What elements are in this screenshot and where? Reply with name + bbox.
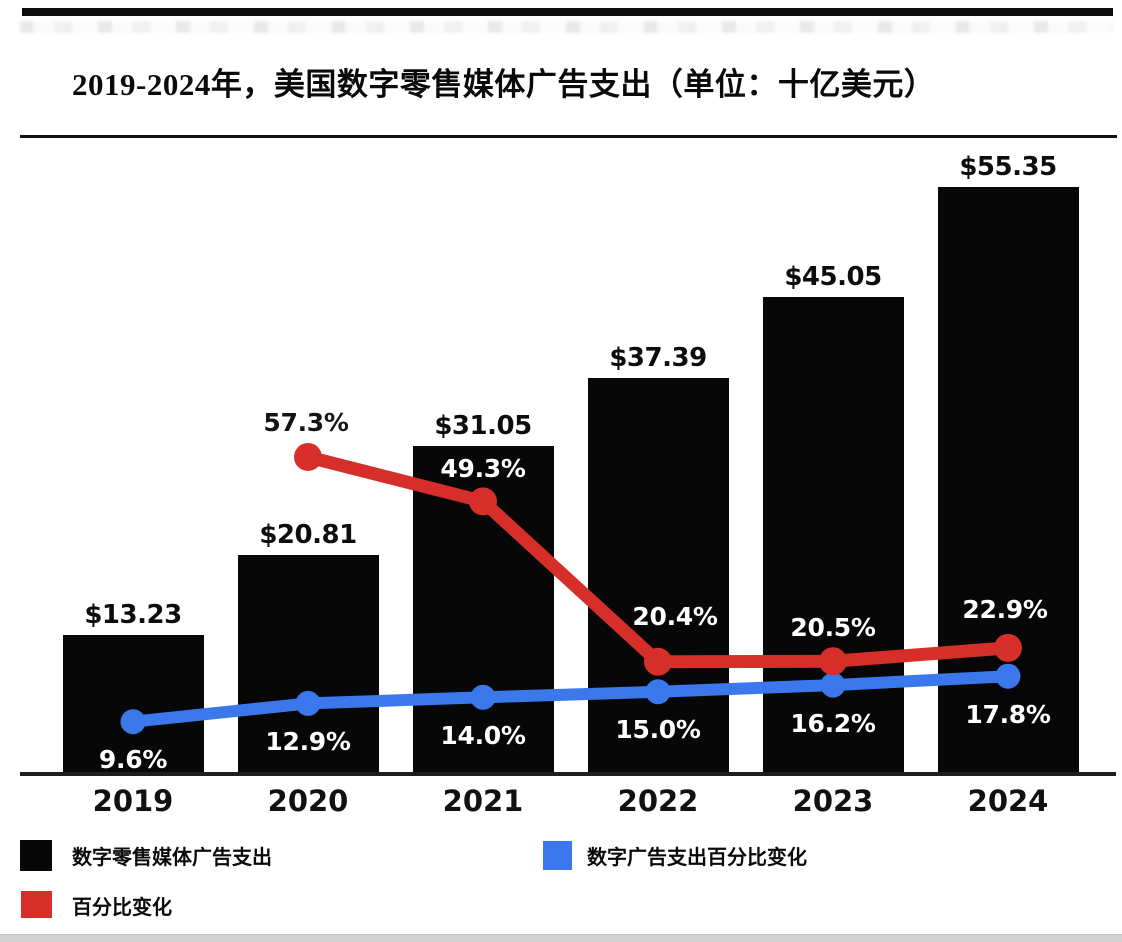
bottom-decor-strip bbox=[0, 934, 1122, 942]
legend-swatch-red-line bbox=[21, 891, 52, 918]
ad-spend-pct-dot-2023 bbox=[820, 672, 846, 698]
bar-value-label-2023: $45.05 bbox=[784, 261, 882, 292]
chart-title: 2019-2024年，美国数字零售媒体广告支出（单位：十亿美元） bbox=[72, 67, 936, 102]
pct-change-label-2024: 22.9% bbox=[962, 595, 1048, 625]
x-tick-2024: 2024 bbox=[967, 784, 1049, 818]
ad-spend-pct-label-2021: 14.0% bbox=[440, 720, 526, 750]
pct-change-label-2023: 20.5% bbox=[790, 612, 876, 642]
ad-spend-pct-label-2019: 9.6% bbox=[98, 745, 168, 775]
pct-change-dot-2023 bbox=[819, 647, 847, 676]
ad-spend-pct-dot-2022 bbox=[645, 679, 671, 705]
bar-value-label-2020: $20.81 bbox=[259, 519, 357, 550]
pct-change-dot-2024 bbox=[994, 633, 1022, 662]
pct-change-label-2021: 49.3% bbox=[440, 453, 526, 483]
x-tick-2020: 2020 bbox=[267, 784, 349, 818]
legend-swatch-bar-series bbox=[20, 840, 52, 871]
bar-value-label-2022: $37.39 bbox=[609, 343, 707, 374]
bar-value-label-2019: $13.23 bbox=[84, 600, 182, 631]
ad-spend-pct-label-2023: 16.2% bbox=[790, 708, 876, 738]
top-decor-bar bbox=[22, 8, 1113, 16]
ad-spend-pct-label-2020: 12.9% bbox=[265, 726, 351, 756]
bar-2022 bbox=[587, 378, 729, 776]
ad-spend-pct-dot-2024 bbox=[995, 663, 1021, 689]
ad-spend-pct-dot-2019 bbox=[120, 709, 146, 735]
x-tick-2022: 2022 bbox=[617, 784, 699, 818]
ad-spend-pct-label-2022: 15.0% bbox=[615, 715, 701, 745]
x-tick-2019: 2019 bbox=[92, 784, 174, 818]
ad-spend-pct-label-2024: 17.8% bbox=[965, 699, 1051, 729]
legend-label-blue-line: 数字广告支出百分比变化 bbox=[587, 845, 807, 869]
pct-change-dot-2020 bbox=[294, 442, 322, 471]
ad-spend-pct-line bbox=[127, 670, 1014, 728]
bar-value-label-2024: $55.35 bbox=[959, 152, 1057, 183]
x-axis-line bbox=[20, 772, 1116, 776]
bar-value-label-2021: $31.05 bbox=[434, 410, 532, 441]
title-divider-line bbox=[20, 135, 1117, 138]
pct-change-label-2022: 20.4% bbox=[632, 602, 718, 632]
legend-label-bar-series: 数字零售媒体广告支出 bbox=[72, 845, 272, 869]
ad-spend-pct-dot-2020 bbox=[295, 690, 321, 716]
x-tick-2021: 2021 bbox=[442, 784, 524, 818]
pct-change-label-2020: 57.3% bbox=[263, 408, 349, 438]
ad-spend-pct-dot-2021 bbox=[470, 684, 496, 710]
pct-change-dot-2021 bbox=[469, 487, 497, 516]
legend-label-red-line: 百分比变化 bbox=[72, 895, 172, 919]
pct-change-dot-2022 bbox=[644, 647, 672, 676]
legend-swatch-blue-line bbox=[543, 841, 572, 870]
x-tick-2023: 2023 bbox=[792, 784, 874, 818]
bar-2019 bbox=[62, 635, 204, 776]
bar-2020 bbox=[237, 554, 379, 776]
top-artifact-band bbox=[20, 21, 1113, 33]
